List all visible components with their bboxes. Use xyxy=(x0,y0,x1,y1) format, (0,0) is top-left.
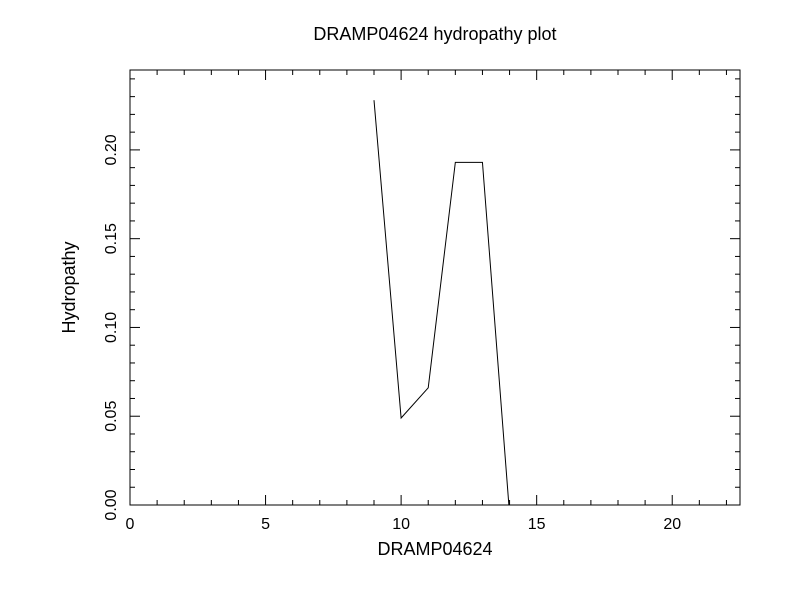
y-tick-label: 0.10 xyxy=(103,312,120,343)
x-axis-label: DRAMP04624 xyxy=(377,539,492,559)
y-tick-label: 0.00 xyxy=(103,489,120,520)
x-tick-label: 0 xyxy=(126,516,135,533)
chart-svg: 0 5 10 15 20 0.00 0.05 0.10 0.15 0.20 DRAMP04624 h… xyxy=(0,0,800,600)
x-tick-label: 15 xyxy=(528,516,546,533)
hydropathy-chart: 0 5 10 15 20 0.00 0.05 0.10 0.15 0.20 DRAMP04624 h… xyxy=(0,0,800,600)
x-tick-label: 20 xyxy=(663,516,681,533)
plot-border xyxy=(130,70,740,505)
y-tick-label: 0.15 xyxy=(103,223,120,254)
y-axis-label: Hydropathy xyxy=(59,241,79,333)
x-tick-label: 5 xyxy=(261,516,270,533)
y-tick-label: 0.20 xyxy=(103,134,120,165)
data-series-line xyxy=(374,100,510,514)
chart-title: DRAMP04624 hydropathy plot xyxy=(313,24,556,44)
y-tick-label: 0.05 xyxy=(103,401,120,432)
x-tick-label: 10 xyxy=(392,516,410,533)
